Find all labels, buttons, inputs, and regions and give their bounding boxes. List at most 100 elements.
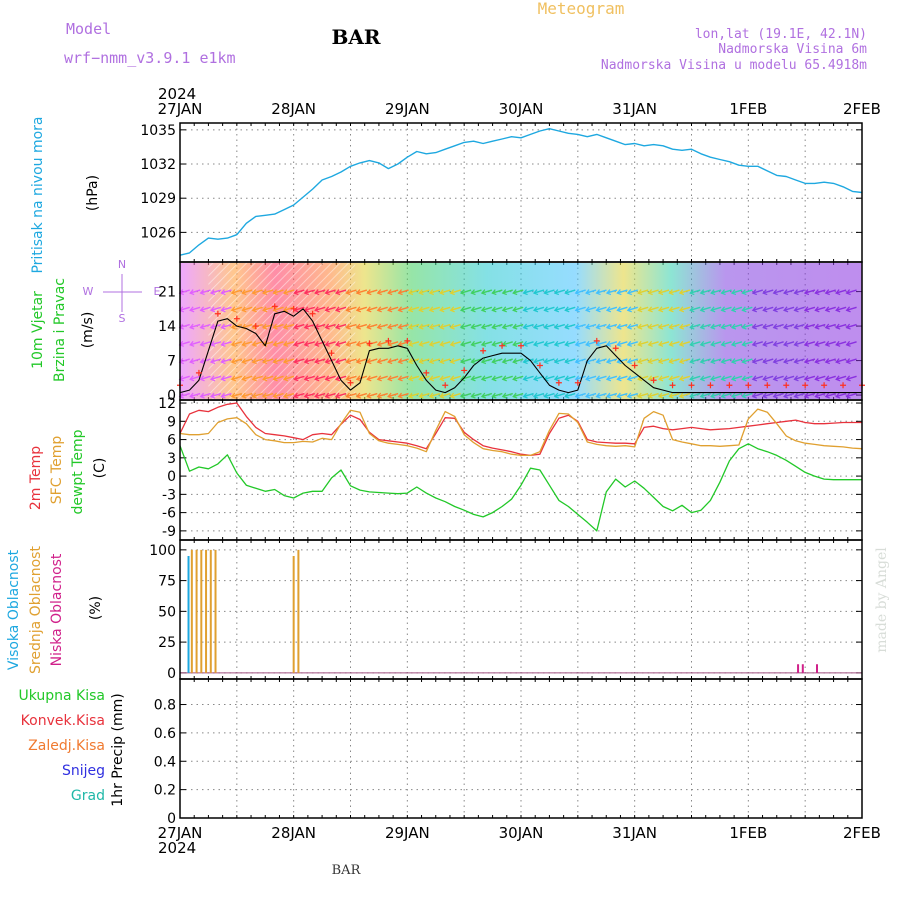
wind-barb	[241, 306, 247, 313]
wind-barb	[294, 375, 305, 380]
wind-barb	[242, 323, 253, 329]
wind-barb	[721, 289, 732, 294]
wind-barb	[512, 306, 524, 311]
wind-barb	[491, 289, 497, 296]
wind-barb	[189, 289, 195, 296]
wind-barb	[230, 323, 237, 330]
wind-barb	[314, 340, 320, 347]
wind-barb	[648, 306, 659, 311]
wind-barb	[731, 306, 743, 311]
wind-barb	[221, 306, 232, 311]
wind-barb	[293, 306, 299, 313]
gust-mark	[252, 323, 259, 330]
wind-barb	[731, 392, 743, 398]
wind-barb	[699, 340, 705, 347]
wind-barb	[565, 375, 576, 380]
wind-barb	[825, 341, 836, 346]
wind-barb	[429, 289, 441, 294]
wind-barb	[304, 289, 315, 294]
wind-barb	[303, 358, 309, 365]
wind-barb	[522, 323, 528, 330]
wind-barb	[554, 341, 566, 346]
wind-barb	[449, 289, 455, 296]
wind-barb	[428, 375, 435, 382]
wind-barb	[209, 340, 216, 347]
wind-barb	[544, 289, 555, 294]
wind-barb	[617, 323, 628, 329]
wind-barb	[304, 392, 315, 398]
wind-barb	[564, 392, 570, 399]
wind-barb	[408, 306, 420, 311]
wind-barb	[294, 358, 305, 363]
station-title: BAR	[331, 25, 380, 49]
wind-barb	[304, 375, 315, 380]
wind-barb	[763, 306, 774, 311]
wind-barb	[449, 358, 455, 365]
wind-barb	[730, 306, 737, 313]
wind-barb	[710, 289, 722, 294]
wind-barb	[710, 323, 722, 329]
wind-barb	[752, 341, 764, 346]
wind-barb	[846, 306, 857, 311]
wind-barb	[690, 306, 701, 311]
wind-barb	[470, 306, 476, 313]
wind-barb	[575, 392, 586, 398]
wind-barb	[543, 392, 549, 399]
wind-barb	[595, 323, 601, 330]
wind-barb	[480, 289, 487, 296]
wind-barb	[231, 375, 243, 380]
wind-barb	[512, 289, 518, 296]
wind-barb	[554, 306, 566, 311]
wind-barb	[824, 375, 830, 382]
wind-barb	[272, 340, 278, 347]
wind-barb	[678, 358, 685, 365]
wind-barb	[783, 323, 795, 329]
wind-barb	[814, 340, 820, 347]
wind-barb	[241, 358, 247, 365]
wind-barb	[793, 392, 799, 399]
wind-barb	[846, 392, 857, 398]
wind-barb	[690, 289, 701, 294]
y-tick-label: 0	[167, 388, 176, 404]
gust-mark	[707, 382, 714, 389]
wind-barb	[220, 358, 226, 365]
y-tick-label: 75	[158, 574, 176, 590]
wind-barb	[626, 289, 632, 296]
wind-barb	[669, 375, 680, 380]
dewpt-temp-ylabel: dewpt Temp	[70, 429, 86, 514]
wind-barb	[367, 306, 378, 311]
wind-barb	[262, 392, 268, 399]
wind-barb	[741, 340, 747, 347]
y-tick-label: -3	[162, 487, 176, 503]
wind-barb	[294, 306, 305, 311]
wind-barb	[720, 358, 726, 365]
wind-barb	[720, 306, 726, 313]
wind-barb	[366, 289, 372, 296]
wind-barb	[283, 392, 295, 398]
wind-barb	[481, 392, 493, 398]
wind-barb	[689, 306, 695, 313]
wind-barb	[346, 375, 357, 380]
wind-barb	[491, 392, 497, 399]
gust-mark	[290, 305, 297, 312]
wind-barb	[720, 392, 726, 399]
wind-barb	[282, 375, 289, 382]
y-tick-label: 100	[149, 543, 176, 559]
wind-barb	[773, 289, 784, 294]
wind-barb	[574, 306, 580, 313]
wind-barb	[492, 306, 503, 311]
gust-mark	[631, 362, 638, 369]
wind-barb	[272, 323, 278, 330]
wind-barb	[387, 341, 399, 346]
wind-barb	[605, 323, 612, 330]
wind-barb	[710, 306, 722, 311]
wind-barb	[460, 341, 472, 346]
wind-barb	[794, 392, 805, 398]
wind-barb	[679, 392, 691, 398]
wind-barb	[356, 392, 368, 398]
wind-barb	[471, 323, 482, 329]
wind-barb	[262, 375, 274, 380]
wind-barb	[742, 341, 753, 346]
wind-barb	[637, 323, 643, 330]
wind-barb	[553, 306, 560, 313]
